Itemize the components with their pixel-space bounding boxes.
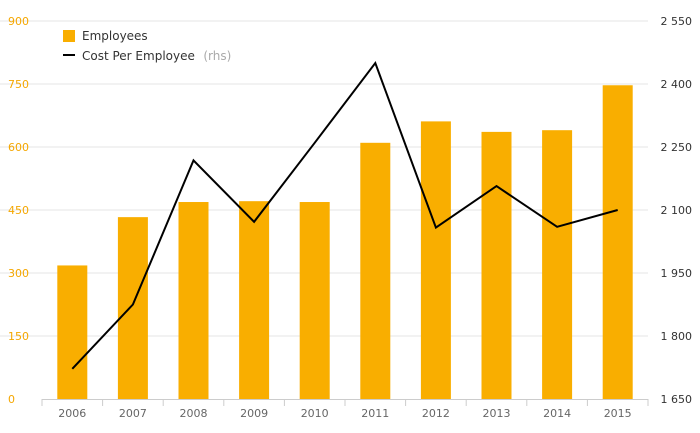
- right-tick-label: 1 950: [661, 267, 693, 280]
- x-tick-label: 2007: [119, 407, 147, 420]
- left-tick-label: 900: [8, 15, 29, 28]
- bar-employees-2009: [239, 201, 270, 399]
- left-tick-label: 450: [8, 204, 29, 217]
- legend-label-rhs: (rhs): [203, 49, 231, 63]
- x-tick-label: 2010: [301, 407, 329, 420]
- bar-employees-2014: [542, 130, 573, 399]
- bar-employees-2010: [299, 202, 330, 399]
- left-tick-label: 750: [8, 78, 29, 91]
- bar-employees-2013: [481, 131, 512, 399]
- x-tick-label: 2014: [543, 407, 571, 420]
- bar-employees-2012: [420, 121, 451, 399]
- cost-per-employee-line: [71, 60, 618, 370]
- legend-label-cost-per-employee: Cost Per Employee (rhs): [82, 47, 231, 64]
- bar-employees-2008: [178, 202, 209, 399]
- right-axis-ticks: 1 650 1 800 1 950 2 100 2 250 2 400 2 550: [661, 15, 693, 406]
- x-tick-label: 2013: [483, 407, 511, 420]
- bar-employees-2011: [360, 142, 391, 400]
- left-axis-ticks: 0 150 300 450 600 750 900: [8, 15, 29, 406]
- x-tick-label: 2012: [422, 407, 450, 420]
- right-tick-label: 2 250: [661, 141, 693, 154]
- right-tick-label: 2 100: [661, 204, 693, 217]
- employees-bars: [57, 85, 633, 400]
- legend-label-cost-per-employee-name: Cost Per Employee: [82, 49, 195, 63]
- legend-swatch-employees: [63, 30, 75, 42]
- x-tick-label: 2015: [604, 407, 632, 420]
- bar-employees-2015: [602, 85, 633, 399]
- x-tick-label: 2008: [180, 407, 208, 420]
- legend-label-employees: Employees: [82, 29, 148, 43]
- legend: Employees Cost Per Employee (rhs): [63, 29, 231, 64]
- left-tick-label: 300: [8, 267, 29, 280]
- right-tick-label: 2 550: [661, 15, 693, 28]
- right-tick-label: 1 800: [661, 330, 693, 343]
- bar-employees-2007: [117, 217, 148, 399]
- x-tick-label: 2009: [240, 407, 268, 420]
- x-axis: 2006 2007 2008 2009 2010 2011 2012 2013 2014 2015: [41, 399, 649, 420]
- bar-employees-2006: [57, 265, 88, 399]
- left-tick-label: 150: [8, 330, 29, 343]
- left-tick-label: 0: [8, 393, 15, 406]
- x-tick-label: 2006: [58, 407, 86, 420]
- left-tick-label: 600: [8, 141, 29, 154]
- right-tick-label: 2 400: [661, 78, 693, 91]
- right-tick-label: 1 650: [661, 393, 693, 406]
- x-tick-label: 2011: [361, 407, 389, 420]
